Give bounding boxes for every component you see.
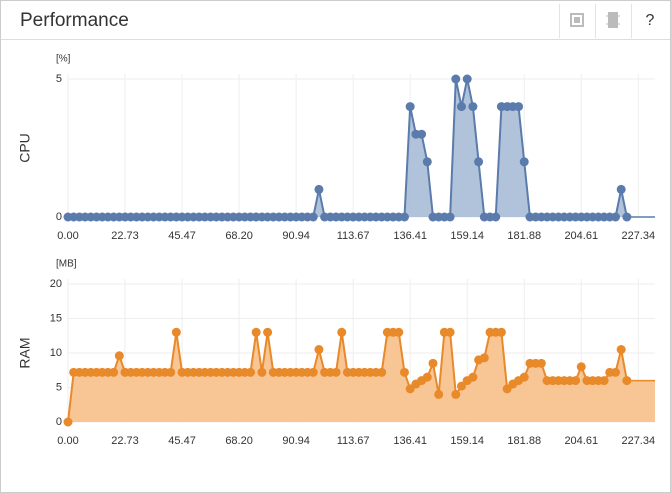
data-point — [451, 74, 461, 84]
x-tick-label: 90.94 — [282, 435, 310, 447]
data-point — [331, 367, 341, 377]
x-tick-label: 136.41 — [393, 230, 427, 242]
data-point — [399, 367, 409, 377]
x-tick-label: 22.73 — [111, 435, 139, 447]
data-point — [514, 102, 524, 112]
data-point — [474, 157, 484, 167]
data-point — [434, 389, 444, 399]
data-point — [377, 367, 387, 377]
data-point — [456, 102, 466, 112]
data-point — [114, 351, 124, 361]
data-point — [337, 327, 347, 337]
x-tick-label: 113.67 — [337, 230, 370, 242]
data-point — [462, 74, 472, 84]
data-point — [314, 345, 324, 355]
x-tick-label: 181.88 — [507, 230, 541, 242]
y-tick-label: 0 — [56, 416, 62, 428]
x-tick-label: 204.61 — [564, 230, 598, 242]
help-button[interactable]: ? — [646, 12, 655, 29]
data-point — [251, 327, 261, 337]
data-point — [616, 184, 626, 194]
x-tick-label: 204.61 — [564, 435, 598, 447]
unit-label: [%] — [56, 54, 71, 65]
data-point — [428, 358, 438, 368]
y-tick-label: 5 — [56, 381, 62, 393]
data-point — [257, 367, 267, 377]
y-tick-label: 10 — [50, 347, 62, 359]
x-tick-label: 181.88 — [507, 435, 541, 447]
x-tick-label: 45.47 — [168, 230, 196, 242]
data-point — [599, 376, 609, 386]
unit-label: [MB] — [56, 259, 77, 270]
y-tick-label: 5 — [56, 73, 62, 85]
x-tick-label: 90.94 — [282, 230, 310, 242]
data-point — [468, 102, 478, 112]
y-tick-label: 20 — [50, 278, 62, 290]
y-tick-label: 15 — [50, 312, 62, 324]
data-point — [405, 102, 415, 112]
x-tick-label: 0.00 — [57, 230, 78, 242]
x-tick-label: 227.34 — [621, 230, 655, 242]
data-point — [468, 372, 478, 382]
data-point — [519, 157, 529, 167]
x-tick-label: 45.47 — [168, 435, 196, 447]
x-tick-label: 136.41 — [393, 435, 427, 447]
panel-title: Performance — [20, 10, 129, 31]
x-tick-label: 68.20 — [225, 435, 253, 447]
data-point — [496, 327, 506, 337]
y-tick-label: 0 — [56, 211, 62, 223]
data-point — [166, 367, 176, 377]
data-point — [576, 362, 586, 372]
data-point — [394, 327, 404, 337]
data-point — [422, 372, 432, 382]
x-tick-label: 159.14 — [450, 230, 484, 242]
memory-icon-button[interactable] — [606, 12, 620, 28]
data-point — [109, 367, 119, 377]
data-point — [519, 372, 529, 382]
y-axis-label: RAM — [17, 337, 33, 368]
area-fill — [68, 79, 655, 217]
data-point — [622, 376, 632, 386]
x-tick-label: 113.67 — [337, 435, 370, 447]
x-tick-label: 159.14 — [450, 435, 484, 447]
data-point — [171, 327, 181, 337]
x-tick-label: 0.00 — [57, 435, 78, 447]
y-axis-label: CPU — [17, 133, 33, 163]
data-point — [610, 367, 620, 377]
data-point — [616, 345, 626, 355]
data-point — [399, 212, 409, 222]
data-point — [308, 367, 318, 377]
data-point — [417, 129, 427, 139]
data-point — [491, 212, 501, 222]
data-point — [571, 376, 581, 386]
data-point — [422, 157, 432, 167]
data-point — [456, 381, 466, 391]
data-point — [622, 212, 632, 222]
data-point — [451, 389, 461, 399]
data-point — [536, 358, 546, 368]
data-point — [263, 327, 273, 337]
data-point — [445, 327, 455, 337]
area-fill — [68, 332, 655, 422]
data-point — [445, 212, 455, 222]
x-tick-label: 227.34 — [621, 435, 655, 447]
data-point — [314, 184, 324, 194]
data-point — [63, 417, 73, 427]
data-point — [479, 353, 489, 363]
cpu-icon-button[interactable] — [570, 13, 584, 27]
data-point — [245, 367, 255, 377]
x-tick-label: 68.20 — [225, 230, 253, 242]
x-tick-label: 22.73 — [111, 230, 139, 242]
data-point — [308, 212, 318, 222]
data-point — [610, 212, 620, 222]
